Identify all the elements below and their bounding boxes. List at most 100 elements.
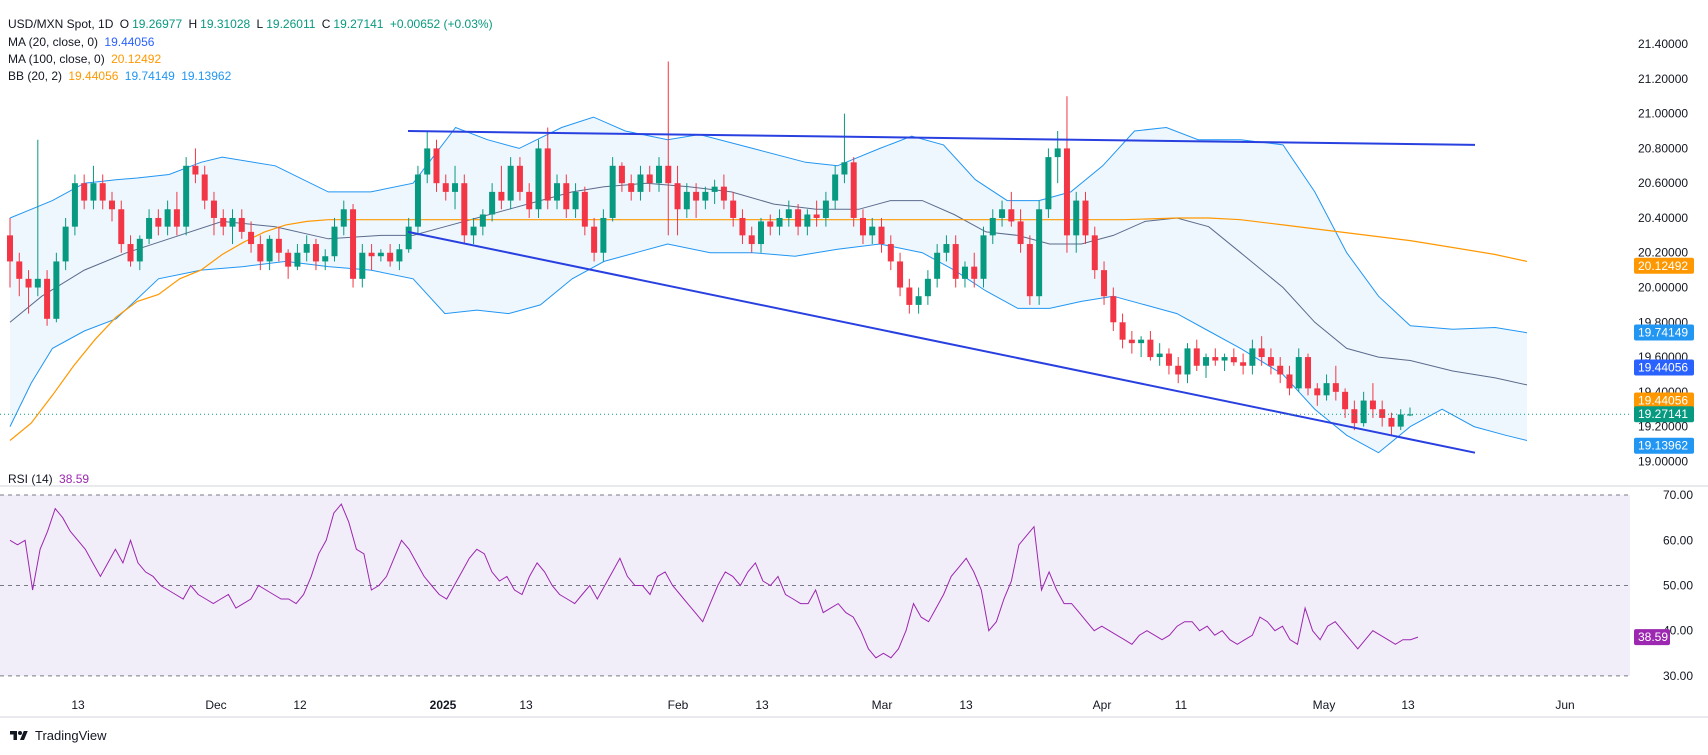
candle-body[interactable] <box>146 217 153 239</box>
candle-body[interactable] <box>1063 148 1070 236</box>
candle-body[interactable] <box>7 235 13 262</box>
candle-body[interactable] <box>62 226 69 262</box>
lower-trendline[interactable] <box>407 230 1476 454</box>
candle-body[interactable] <box>340 209 347 227</box>
candle-body[interactable] <box>767 221 774 227</box>
candle-body[interactable] <box>248 231 255 245</box>
candle-body[interactable] <box>702 191 709 201</box>
candle-body[interactable] <box>637 174 644 192</box>
bb-lower-line[interactable] <box>9 243 1528 454</box>
candle-body[interactable] <box>618 165 625 184</box>
candle-body[interactable] <box>433 148 440 184</box>
candle-body[interactable] <box>1119 322 1126 340</box>
candle-body[interactable] <box>1165 353 1172 366</box>
candle-body[interactable] <box>1212 357 1219 361</box>
candle-body[interactable] <box>1156 353 1163 358</box>
rsi-line[interactable] <box>9 503 1419 659</box>
candle-body[interactable] <box>192 165 199 175</box>
candle-body[interactable] <box>952 244 959 279</box>
candle-body[interactable] <box>350 209 357 279</box>
candle-body[interactable] <box>1036 209 1043 297</box>
candle-body[interactable] <box>1397 414 1404 427</box>
candle-body[interactable] <box>1305 357 1312 389</box>
candle-body[interactable] <box>897 261 904 288</box>
candle-body[interactable] <box>850 162 857 218</box>
candle-body[interactable] <box>368 252 375 257</box>
candle-body[interactable] <box>1138 339 1145 344</box>
candle-body[interactable] <box>396 249 403 262</box>
candle-body[interactable] <box>220 217 227 227</box>
candle-body[interactable] <box>1342 391 1349 410</box>
candle-body[interactable] <box>34 278 41 288</box>
candle-body[interactable] <box>1240 362 1247 366</box>
candle-body[interactable] <box>646 174 653 184</box>
upper-trendline[interactable] <box>407 130 1476 146</box>
candle-body[interactable] <box>1008 209 1015 222</box>
tradingview-footer[interactable]: TradingView <box>8 728 107 743</box>
candle-body[interactable] <box>795 209 802 227</box>
candle-body[interactable] <box>229 217 236 227</box>
candle-body[interactable] <box>878 226 885 245</box>
candle-body[interactable] <box>303 244 310 253</box>
candle-body[interactable] <box>266 238 273 262</box>
candle-body[interactable] <box>275 238 282 253</box>
candle-body[interactable] <box>155 217 162 227</box>
candle-body[interactable] <box>730 200 737 218</box>
candle-body[interactable] <box>906 287 913 305</box>
candle-body[interactable] <box>1407 414 1413 416</box>
candle-body[interactable] <box>683 191 690 210</box>
candle-body[interactable] <box>813 214 820 218</box>
candle-body[interactable] <box>1193 348 1200 366</box>
candle-body[interactable] <box>776 217 783 227</box>
candle-body[interactable] <box>1203 357 1210 366</box>
bb-upper-line[interactable] <box>9 116 1528 334</box>
candle-body[interactable] <box>915 296 922 305</box>
candle-body[interactable] <box>526 191 533 210</box>
candle-body[interactable] <box>405 226 412 250</box>
candle-body[interactable] <box>71 183 78 227</box>
candle-body[interactable] <box>869 226 876 236</box>
candle-body[interactable] <box>210 200 217 218</box>
candle-body[interactable] <box>127 244 134 262</box>
candle-body[interactable] <box>934 252 941 279</box>
candle-body[interactable] <box>980 235 987 279</box>
candle-body[interactable] <box>387 252 394 262</box>
candle-body[interactable] <box>1091 235 1098 271</box>
candle-body[interactable] <box>563 183 570 210</box>
candle-body[interactable] <box>136 238 143 262</box>
candle-body[interactable] <box>470 226 477 236</box>
candle-body[interactable] <box>554 183 561 201</box>
ma20-line[interactable] <box>9 182 1528 386</box>
rsi-legend[interactable]: RSI (14) 38.59 <box>8 472 92 486</box>
candle-body[interactable] <box>44 278 51 319</box>
candle-body[interactable] <box>859 217 866 236</box>
candle-body[interactable] <box>1017 221 1024 245</box>
candle-body[interactable] <box>1286 374 1293 389</box>
candle-body[interactable] <box>173 209 180 227</box>
candle-body[interactable] <box>1110 296 1117 323</box>
candle-body[interactable] <box>1221 357 1228 361</box>
candle-body[interactable] <box>757 221 764 245</box>
candle-body[interactable] <box>1360 400 1367 424</box>
candle-body[interactable] <box>359 252 366 279</box>
candle-body[interactable] <box>238 217 245 232</box>
candle-body[interactable] <box>1379 409 1386 418</box>
candle-body[interactable] <box>507 165 514 201</box>
candle-body[interactable] <box>424 148 431 175</box>
candle-body[interactable] <box>572 191 579 210</box>
candle-body[interactable] <box>90 183 97 201</box>
candle-body[interactable] <box>822 200 829 218</box>
candle-body[interactable] <box>183 165 190 227</box>
candle-body[interactable] <box>479 214 486 227</box>
candle-body[interactable] <box>924 278 931 297</box>
candle-body[interactable] <box>294 252 301 267</box>
candle-body[interactable] <box>1351 409 1358 424</box>
candle-body[interactable] <box>331 226 338 257</box>
candle-body[interactable] <box>414 174 421 227</box>
candle-body[interactable] <box>609 165 616 218</box>
bb-legend[interactable]: BB (20, 2) 19.44056 19.74149 19.13962 <box>8 69 234 83</box>
candle-body[interactable] <box>1267 357 1274 366</box>
candle-body[interactable] <box>674 183 681 210</box>
candle-body[interactable] <box>581 191 588 227</box>
candle-body[interactable] <box>535 148 542 210</box>
